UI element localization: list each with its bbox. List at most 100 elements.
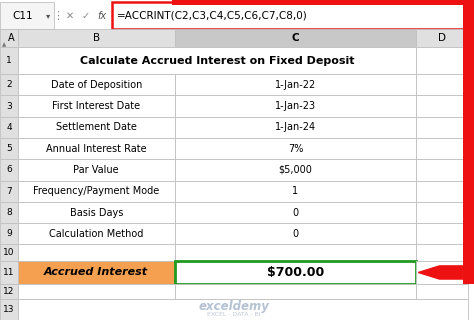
Text: Basis Days: Basis Days	[70, 208, 123, 218]
Bar	[0, 202, 18, 223]
Text: C: C	[292, 33, 299, 43]
Text: 6: 6	[6, 165, 12, 174]
Bar	[416, 74, 468, 95]
Text: $700.00: $700.00	[267, 266, 324, 279]
Text: First Interest Date: First Interest Date	[52, 101, 140, 111]
Bar	[0, 260, 18, 284]
Bar	[416, 95, 468, 117]
Bar	[175, 180, 416, 202]
Text: B: B	[93, 33, 100, 43]
Text: EXCEL · DATA · BI: EXCEL · DATA · BI	[208, 312, 261, 317]
Text: 9: 9	[6, 229, 12, 238]
Bar	[175, 244, 416, 260]
Bar	[18, 244, 175, 260]
Text: =ACCRINT(C2,C3,C4,C5,C6,C7,C8,0): =ACCRINT(C2,C3,C4,C5,C6,C7,C8,0)	[117, 11, 308, 21]
Text: 0: 0	[292, 208, 299, 218]
Text: Calculate Accrued Interest on Fixed Deposit: Calculate Accrued Interest on Fixed Depo…	[80, 56, 354, 66]
Text: ▾: ▾	[46, 12, 50, 20]
Bar	[175, 260, 416, 284]
Text: 10: 10	[3, 248, 15, 257]
Bar	[175, 117, 416, 138]
Text: 0: 0	[292, 229, 299, 239]
Text: 5: 5	[6, 144, 12, 153]
Text: 7: 7	[6, 187, 12, 196]
Text: Annual Interest Rate: Annual Interest Rate	[46, 144, 146, 154]
Bar	[175, 74, 416, 95]
Bar	[0, 159, 18, 180]
Bar	[175, 284, 416, 299]
Text: 7%: 7%	[288, 144, 303, 154]
Text: ✕: ✕	[65, 11, 74, 21]
Text: 2: 2	[6, 80, 12, 89]
Text: 11: 11	[3, 268, 15, 277]
Text: 1-Jan-23: 1-Jan-23	[275, 101, 316, 111]
Bar	[416, 180, 468, 202]
Text: 1: 1	[292, 186, 299, 196]
Bar	[18, 223, 175, 244]
Text: 4: 4	[6, 123, 12, 132]
Bar	[0, 223, 18, 244]
Text: Frequency/Payment Mode: Frequency/Payment Mode	[33, 186, 159, 196]
Bar	[416, 284, 468, 299]
Bar	[18, 117, 175, 138]
Bar	[416, 244, 468, 260]
Bar	[18, 138, 175, 159]
Bar	[463, 3, 474, 284]
Text: 3: 3	[6, 102, 12, 111]
Bar	[173, 0, 474, 5]
Bar	[0, 299, 18, 320]
Bar	[416, 223, 468, 244]
Bar	[18, 299, 468, 320]
Text: 1-Jan-24: 1-Jan-24	[275, 123, 316, 132]
Bar	[0, 284, 18, 299]
Text: ✓: ✓	[82, 11, 90, 21]
Bar	[416, 47, 468, 74]
Text: ▲: ▲	[2, 42, 7, 47]
Bar	[18, 29, 175, 47]
Bar	[0, 117, 18, 138]
Bar	[0, 47, 18, 74]
Bar	[175, 202, 416, 223]
Bar	[175, 95, 416, 117]
Bar	[18, 202, 175, 223]
Bar	[18, 180, 175, 202]
Bar	[175, 138, 416, 159]
Bar	[416, 260, 468, 284]
Bar	[112, 3, 468, 29]
Bar	[416, 159, 468, 180]
Bar	[18, 95, 175, 117]
Text: exceldemy: exceldemy	[199, 300, 270, 314]
Bar	[416, 29, 468, 47]
Bar	[18, 47, 416, 74]
Bar	[0, 74, 18, 95]
Bar	[18, 284, 175, 299]
Text: Settlement Date: Settlement Date	[56, 123, 137, 132]
Text: $5,000: $5,000	[278, 165, 312, 175]
Bar	[175, 29, 416, 47]
Bar	[0, 180, 18, 202]
Bar	[416, 202, 468, 223]
Text: Accrued Interest: Accrued Interest	[44, 268, 148, 277]
Bar	[0, 29, 18, 47]
Text: Calculation Method: Calculation Method	[49, 229, 144, 239]
FancyArrow shape	[419, 266, 463, 279]
Text: Par Value: Par Value	[73, 165, 119, 175]
Text: ⋮: ⋮	[52, 11, 63, 21]
Text: A: A	[8, 33, 15, 43]
Bar	[175, 223, 416, 244]
Text: C11: C11	[12, 11, 33, 21]
Text: fx: fx	[98, 11, 107, 21]
Bar	[416, 117, 468, 138]
Text: 12: 12	[3, 287, 15, 296]
Bar	[18, 74, 175, 95]
Bar	[18, 260, 175, 284]
Bar	[0, 95, 18, 117]
Bar	[0, 3, 54, 29]
Bar	[416, 138, 468, 159]
Text: 13: 13	[3, 305, 15, 314]
Text: 1-Jan-22: 1-Jan-22	[275, 80, 316, 90]
Bar	[0, 244, 18, 260]
Bar	[0, 138, 18, 159]
Text: Date of Deposition: Date of Deposition	[51, 80, 142, 90]
Bar	[18, 159, 175, 180]
